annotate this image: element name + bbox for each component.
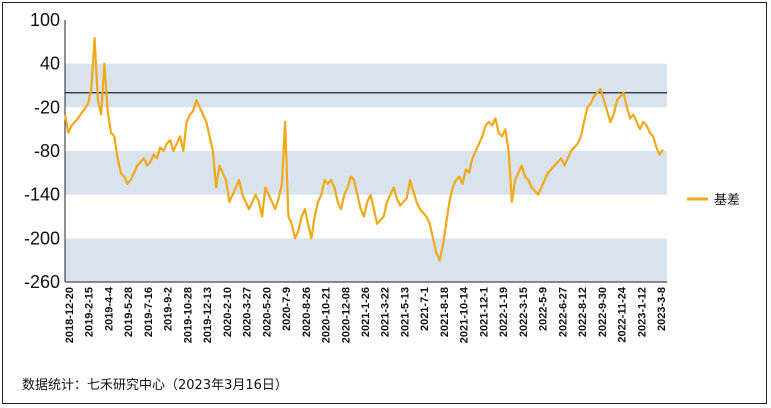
x-tick-label: 2019-5-28 (123, 287, 135, 337)
legend-label: 基差 (714, 193, 740, 208)
x-tick-label: 2019-2-15 (84, 287, 96, 337)
y-tick-label: 100 (30, 10, 60, 30)
x-tick-label: 2022-3-15 (518, 287, 530, 337)
x-tick-label: 2019-9-2 (163, 287, 175, 331)
x-tick-label: 2020-8-26 (301, 287, 313, 337)
x-tick-label: 2019-4-4 (103, 286, 115, 331)
y-tick-label: -140 (24, 185, 60, 205)
series-line-basis (63, 37, 664, 262)
x-tick-label: 2021-5-13 (399, 287, 411, 337)
x-tick-label: 2018-12-20 (64, 287, 76, 343)
x-tick-label: 2020-3-27 (242, 287, 254, 337)
legend: 基差 (687, 193, 740, 208)
source-note: 数据统计：七禾研究中心（2023年3月16日） (22, 378, 288, 393)
x-tick-label: 2020-5-20 (261, 287, 273, 337)
x-tick-label: 2020-2-10 (222, 287, 234, 337)
x-tick-label: 2022-11-24 (617, 286, 629, 343)
x-tick-label: 2022-8-12 (577, 287, 589, 337)
grid-band (65, 63, 667, 108)
y-tick-label: -20 (34, 97, 60, 117)
grid-band (65, 238, 667, 282)
x-tick-label: 2021-3-22 (380, 287, 392, 337)
x-axis-ticks: 2018-12-20 2019-2-15 2019-4-4 2019-5-28 2019… (64, 286, 668, 343)
x-tick-label: 2021-10-14 (459, 286, 471, 343)
y-axis-ticks: 100 40 -20 -80 -140 -200 -260 (24, 10, 60, 292)
x-tick-label: 2019-10-28 (182, 287, 194, 343)
y-tick-label: -200 (24, 228, 60, 248)
x-tick-label: 2023-3-8 (656, 287, 668, 331)
gridline-bands (65, 63, 667, 282)
x-tick-label: 2022-5-9 (538, 287, 550, 331)
x-tick-label: 2019-12-13 (202, 287, 214, 343)
x-tick-label: 2021-12-1 (478, 287, 490, 337)
x-tick-label: 2020-10-21 (321, 287, 333, 343)
x-tick-label: 2020-12-08 (340, 287, 352, 343)
x-tick-label: 2022-6-27 (557, 287, 569, 337)
x-tick-label: 2021-8-18 (439, 287, 451, 337)
y-tick-label: 40 (40, 54, 60, 74)
x-tick-label: 2021-1-26 (360, 287, 372, 337)
y-tick-label: -80 (34, 141, 60, 161)
x-tick-label: 2022-9-30 (597, 287, 609, 337)
x-tick-label: 2020-7-9 (281, 287, 293, 331)
x-tick-label: 2022-1-19 (498, 287, 510, 337)
x-tick-label: 2019-7-16 (143, 287, 155, 337)
x-tick-label: 2023-1-12 (636, 287, 648, 337)
y-tick-label: -260 (24, 272, 60, 292)
x-tick-label: 2021-7-1 (419, 287, 431, 331)
